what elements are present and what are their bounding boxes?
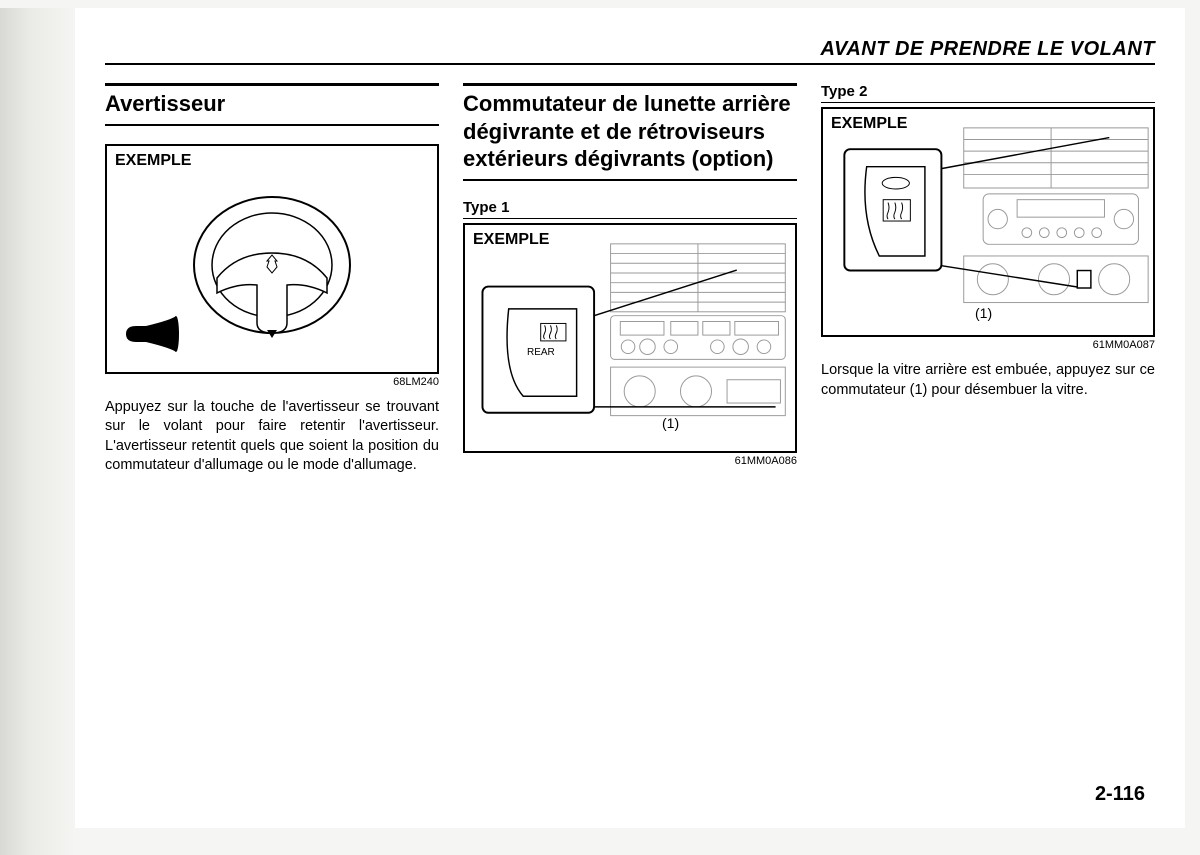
section-title-avertisseur: Avertisseur (105, 83, 439, 126)
column-2: Commutateur de lunette arrière dégivrant… (463, 83, 797, 477)
dashboard-type2-icon (823, 109, 1153, 335)
body-text-defog: Lorsque la vitre arrière est embuée, app… (821, 361, 1155, 400)
page-header: AVANT DE PRENDRE LE VOLANT (105, 38, 1155, 65)
figure-horn: EXEMPLE (105, 144, 439, 374)
type-1-label: Type 1 (463, 199, 797, 219)
callout-1: (1) (662, 415, 679, 431)
section-title-defogger: Commutateur de lunette arrière dégivrant… (463, 83, 797, 181)
page-number: 2-116 (1095, 783, 1145, 806)
figure-code: 61MM0A087 (821, 339, 1155, 351)
rear-label: REAR (527, 347, 555, 358)
horn-icon (121, 314, 181, 354)
column-3: Type 2 EXEMPLE (821, 83, 1155, 477)
dashboard-type1-icon (465, 225, 795, 451)
figure-type2: EXEMPLE (821, 107, 1155, 337)
callout-1: (1) (975, 305, 992, 321)
steering-wheel-icon (187, 183, 357, 353)
content-columns: Avertisseur EXEMPLE 68LM240 Appuyez sur … (105, 83, 1155, 477)
body-text-horn: Appuyez sur la touche de l'avertisseur s… (105, 398, 439, 476)
column-1: Avertisseur EXEMPLE 68LM240 Appuyez sur … (105, 83, 439, 477)
figure-type1: EXEMPLE (463, 223, 797, 453)
figure-code: 68LM240 (105, 376, 439, 388)
figure-code: 61MM0A086 (463, 455, 797, 467)
manual-page: AVANT DE PRENDRE LE VOLANT Avertisseur E… (75, 8, 1185, 828)
book-spine (0, 8, 75, 855)
example-label: EXEMPLE (115, 152, 191, 170)
type-2-label: Type 2 (821, 83, 1155, 103)
